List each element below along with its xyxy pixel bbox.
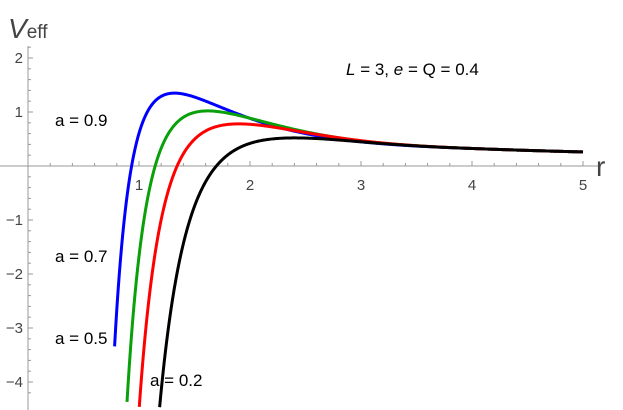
y-axis-title-subscript: eff xyxy=(27,22,49,43)
parameter-annotation: L = 3, e = Q = 0.4 xyxy=(346,60,479,79)
annotation-L-value: = 3, xyxy=(355,60,393,79)
axes xyxy=(0,46,600,410)
y-axis-title: Veff xyxy=(8,13,48,44)
y-tick-label: −2 xyxy=(6,266,23,283)
x-tick-label: 5 xyxy=(579,177,587,194)
y-tick-label: 2 xyxy=(15,50,23,67)
curves xyxy=(113,91,584,408)
y-tick-label: −4 xyxy=(6,374,23,391)
series-line-a-0-7 xyxy=(125,109,584,402)
annotation-rest: = Q = 0.4 xyxy=(403,60,479,79)
y-tick-label: −1 xyxy=(6,212,23,229)
series-label-a-0-9: a = 0.9 xyxy=(55,111,107,130)
series-label-a-0-5: a = 0.5 xyxy=(55,329,107,348)
x-tick-label: 1 xyxy=(135,177,143,194)
x-tick-label: 3 xyxy=(357,177,365,194)
y-tick-label: −3 xyxy=(6,320,23,337)
y-axis-title-main: V xyxy=(8,13,29,44)
series-line-a-0-9 xyxy=(113,91,584,347)
x-tick-label: 4 xyxy=(468,177,476,194)
annotation-L-symbol: L xyxy=(346,60,355,79)
labels: Veff r L = 3, e = Q = 0.4 1 2 3 4 5 −4 −3 −2 −1 1… xyxy=(6,13,605,391)
x-tick-label: 2 xyxy=(246,177,254,194)
series-line-a-0-2 xyxy=(158,136,584,408)
y-tick-label: 1 xyxy=(15,104,23,121)
x-axis-title: r xyxy=(596,151,605,182)
series-label-a-0-7: a = 0.7 xyxy=(55,247,107,266)
annotation-e-symbol: e xyxy=(394,60,403,79)
series-label-a-0-2: a = 0.2 xyxy=(150,371,202,390)
